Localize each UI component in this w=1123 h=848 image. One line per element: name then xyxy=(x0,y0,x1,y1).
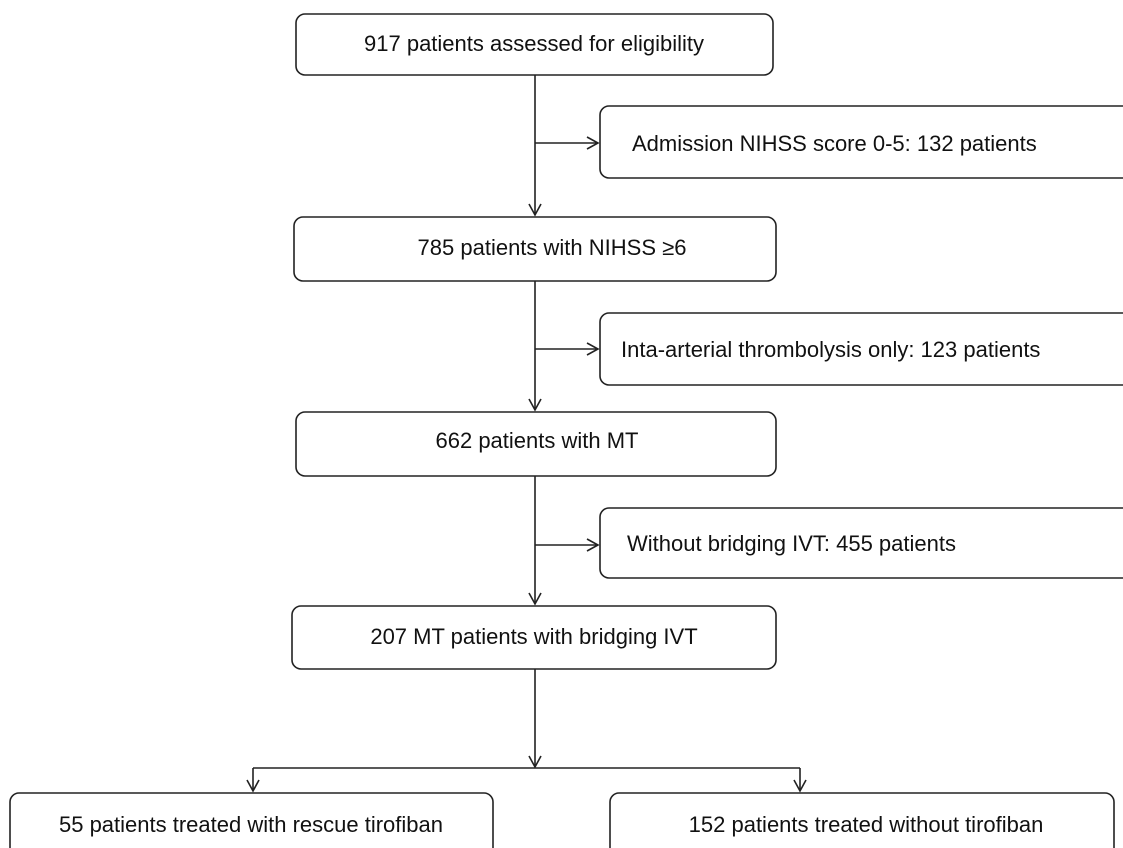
node-label: Admission NIHSS score 0-5: 132 patients xyxy=(632,131,1037,156)
exclusion-box xyxy=(599,507,1123,579)
exclusion-box xyxy=(599,105,1123,179)
outcome-box xyxy=(9,792,494,848)
box xyxy=(293,216,777,282)
node-label: 207 MT patients with bridging IVT xyxy=(370,624,697,649)
node-label: 917 patients assessed for eligibility xyxy=(364,31,704,56)
exclusion-box xyxy=(599,312,1123,386)
node-label: 662 patients with MT xyxy=(436,428,639,453)
box xyxy=(295,13,774,76)
node-label: Without bridging IVT: 455 patients xyxy=(627,531,956,556)
node-label: 785 patients with NIHSS ≥6 xyxy=(418,235,687,260)
box xyxy=(291,605,777,670)
box xyxy=(295,411,777,477)
node-label: 55 patients treated with rescue tirofiba… xyxy=(59,812,443,837)
connectors xyxy=(246,75,807,793)
node-label: Inta-arterial thrombolysis only: 123 pat… xyxy=(621,337,1040,362)
node-label: 152 patients treated without tirofiban xyxy=(689,812,1044,837)
outcome-box xyxy=(609,792,1115,848)
